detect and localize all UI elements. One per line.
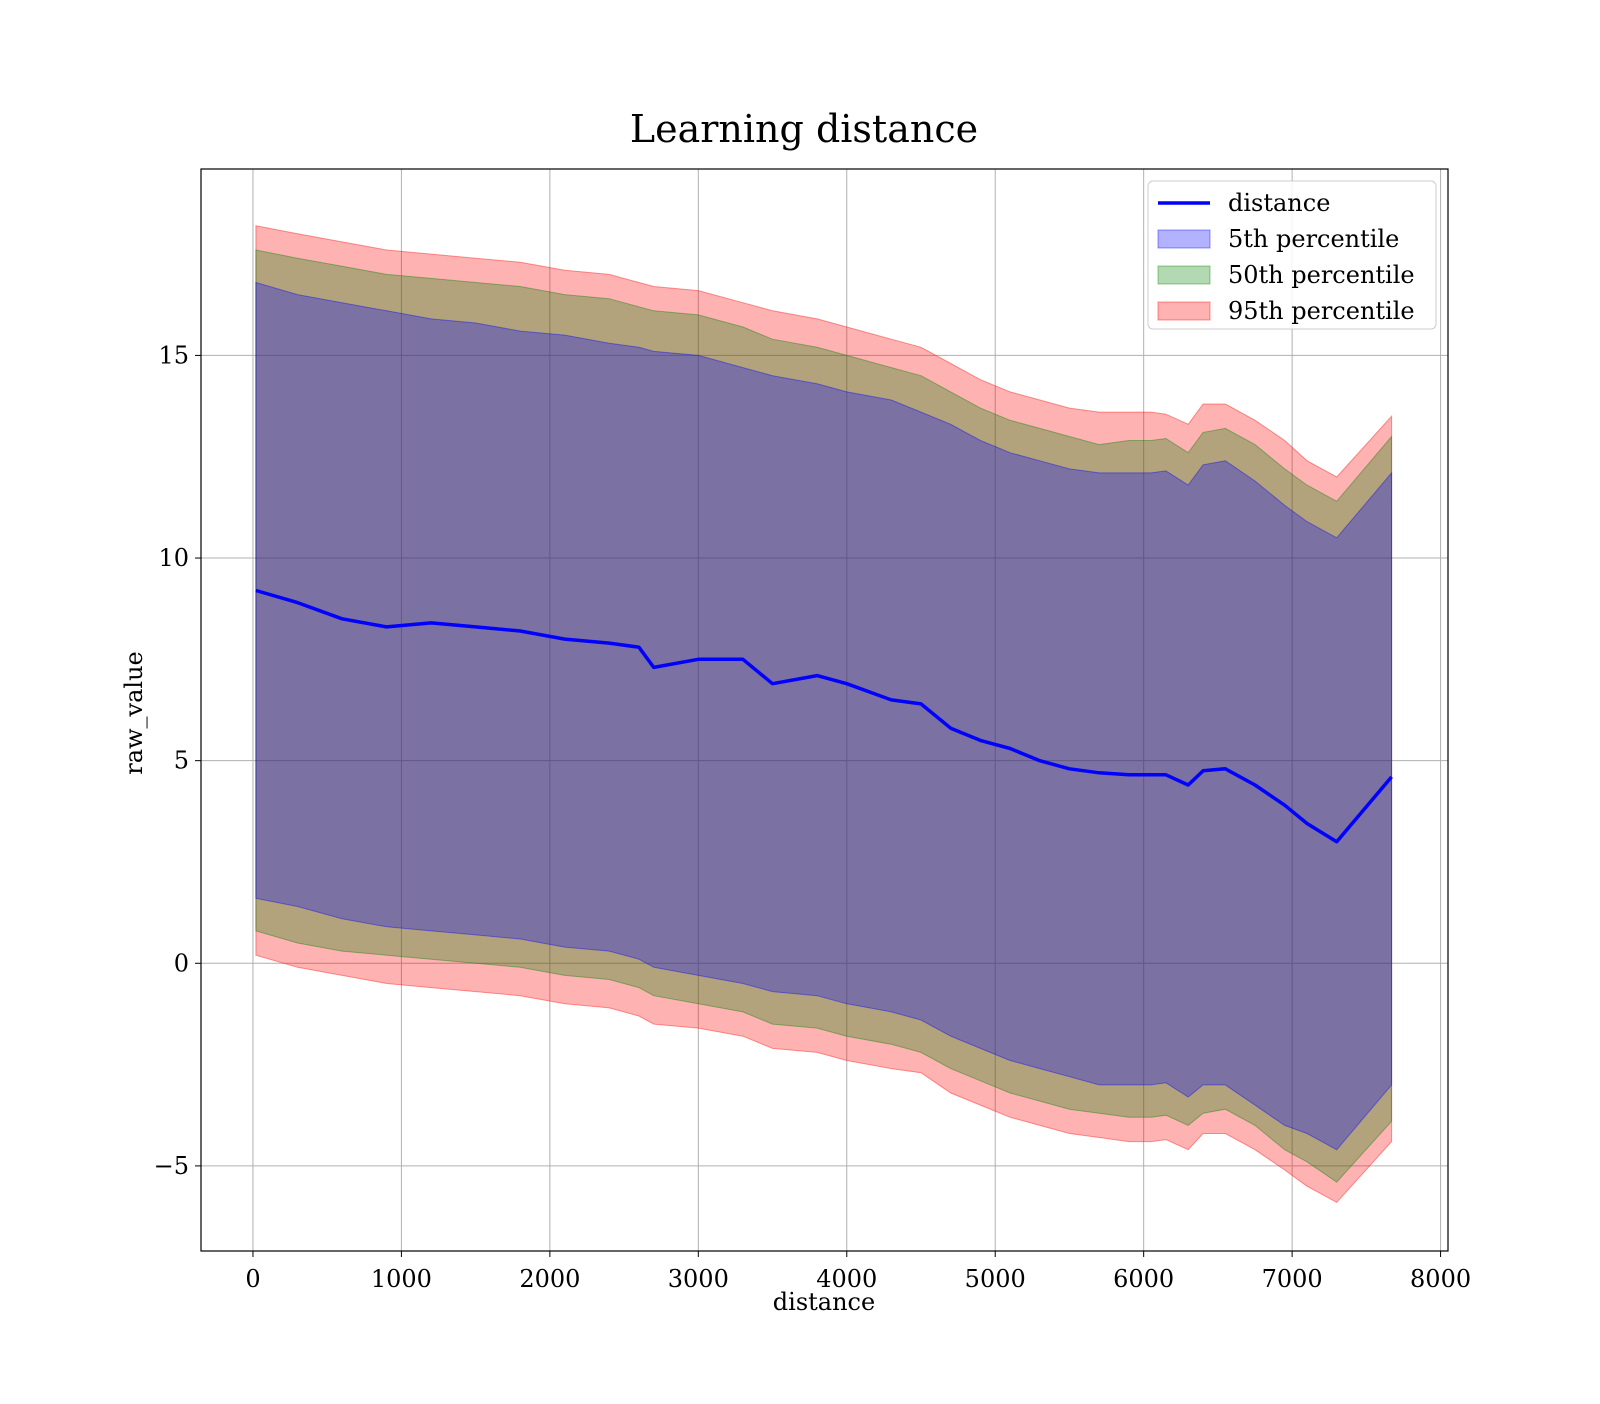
legend-label-5th: 5th percentile (1228, 225, 1399, 253)
band-5th-percentile (255, 281, 1393, 1151)
x-axis-label: distance (773, 1288, 875, 1316)
band-95th-percentile (255, 225, 1393, 1204)
legend-label-95th: 95th percentile (1228, 297, 1415, 325)
y-axis-label: raw_value (120, 651, 148, 775)
band-50th-percentile (255, 249, 1393, 1183)
percentile-bands (255, 225, 1393, 1204)
plot-frame (200, 168, 1449, 1252)
legend-swatch-5th (1157, 229, 1211, 249)
x-tick-label: 8000 (1410, 1265, 1471, 1293)
x-tick-label: 3000 (668, 1265, 729, 1293)
y-tick-label: 10 (158, 544, 189, 572)
x-tick-label: 4000 (816, 1265, 877, 1293)
axes: 0 1000 2000 3000 4000 5000 6000 7000 8000 −5 0 5 10 1… (154, 168, 1471, 1293)
series-line-distance (255, 588, 1393, 844)
chart-title: Learning distance (630, 107, 978, 151)
x-tick-label: 7000 (1262, 1265, 1323, 1293)
x-tick-label: 6000 (1113, 1265, 1174, 1293)
legend-label-50th: 50th percentile (1228, 261, 1415, 289)
y-tick-label: 5 (174, 747, 189, 775)
y-tick-label: −5 (154, 1152, 189, 1180)
legend: distance 5th percentile 50th percentile 95t… (1147, 180, 1437, 330)
x-tick-label: 2000 (519, 1265, 580, 1293)
legend-label-distance: distance (1228, 189, 1330, 217)
y-tick-label: 15 (158, 341, 189, 369)
x-tick-label: 1000 (371, 1265, 432, 1293)
x-tick-label: 0 (245, 1265, 260, 1293)
x-tick-label: 5000 (965, 1265, 1026, 1293)
distance-line-layer (255, 588, 1393, 844)
grid (201, 169, 1448, 1251)
legend-swatch-50th (1157, 265, 1211, 285)
y-tick-label: 0 (174, 949, 189, 977)
legend-swatch-95th (1157, 301, 1211, 321)
legend-box (1147, 180, 1437, 330)
